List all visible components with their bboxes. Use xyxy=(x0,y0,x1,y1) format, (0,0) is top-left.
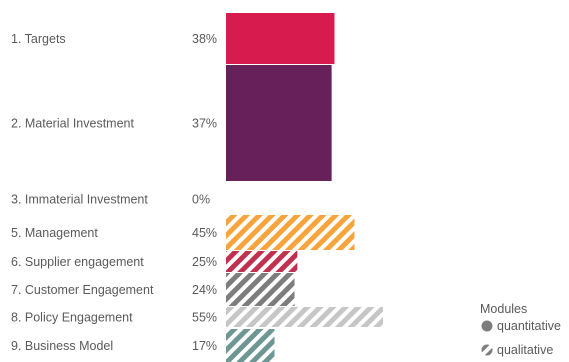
legend-solid-swatch xyxy=(481,320,493,332)
legend: Modules quantitative qualitative xyxy=(480,302,561,357)
labels-group: 1. Targets 38% 2. Material Investment 37% 3.… xyxy=(11,32,217,353)
category-label: 3. Immaterial Investment xyxy=(11,193,148,207)
category-label: 5. Management xyxy=(11,226,98,240)
bar-4 xyxy=(226,215,355,250)
legend-entry-label: qualitative xyxy=(497,343,553,357)
category-label: 1. Targets xyxy=(11,32,66,46)
category-label: 9. Business Model xyxy=(11,339,113,353)
bar-1 xyxy=(226,13,335,64)
value-label: 24% xyxy=(192,283,217,297)
category-label: 6. Supplier engagement xyxy=(11,255,144,269)
bar-2 xyxy=(226,65,332,181)
bars-group xyxy=(226,13,383,362)
value-label: 17% xyxy=(192,339,217,353)
legend-entry-label: quantitative xyxy=(497,319,561,333)
category-label: 8. Policy Engagement xyxy=(11,311,133,325)
value-label: 0% xyxy=(192,193,210,207)
bar-7 xyxy=(226,307,383,327)
bar-8 xyxy=(226,329,275,362)
bar-5 xyxy=(226,251,298,272)
bar-6 xyxy=(226,273,295,306)
category-label: 7. Customer Engagement xyxy=(11,283,154,297)
value-label: 38% xyxy=(192,32,217,46)
value-label: 45% xyxy=(192,226,217,240)
value-label: 55% xyxy=(192,311,217,325)
value-label: 37% xyxy=(192,117,217,131)
value-label: 25% xyxy=(192,255,217,269)
category-label: 2. Material Investment xyxy=(11,117,134,131)
legend-hatched-swatch xyxy=(481,344,493,356)
legend-title: Modules xyxy=(480,302,527,316)
